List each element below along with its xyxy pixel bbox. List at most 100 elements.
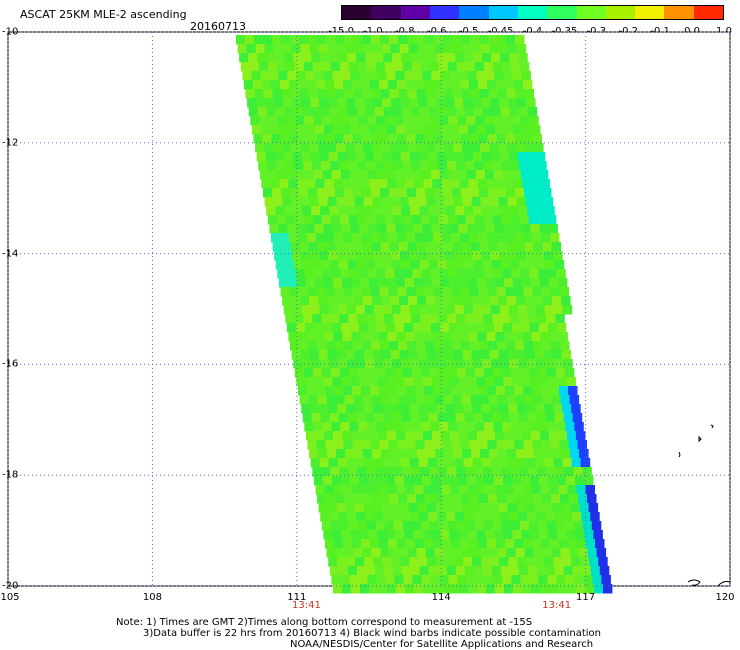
swath-cell bbox=[359, 377, 369, 387]
swath-cell bbox=[467, 377, 477, 387]
swath-cell bbox=[476, 278, 487, 288]
swath-cell bbox=[483, 215, 494, 225]
swath-cell bbox=[505, 539, 515, 549]
swath-cell bbox=[376, 170, 387, 180]
swath-cell bbox=[335, 35, 345, 45]
swath-cell bbox=[434, 548, 445, 558]
swath-cell bbox=[412, 269, 422, 279]
swath-cell bbox=[331, 476, 342, 486]
swath-cell bbox=[505, 440, 515, 450]
swath-cell bbox=[394, 269, 404, 279]
swath-cell bbox=[276, 215, 287, 225]
swath-cell bbox=[370, 539, 380, 549]
swath-cell bbox=[430, 170, 441, 180]
swath-cell bbox=[467, 71, 477, 81]
swath-cell bbox=[433, 539, 443, 549]
swath-cell bbox=[352, 386, 362, 396]
swath-cell bbox=[429, 62, 440, 72]
swath-cell bbox=[422, 584, 433, 594]
swath-cell bbox=[538, 476, 549, 486]
swath-cell bbox=[513, 80, 524, 90]
swath-cell bbox=[461, 89, 471, 99]
swath-cell bbox=[388, 539, 398, 549]
swath-cell bbox=[339, 62, 350, 72]
swath-cell bbox=[359, 71, 369, 81]
swath-cell bbox=[506, 242, 517, 252]
swath-cell bbox=[447, 161, 457, 171]
swath-cell bbox=[502, 422, 512, 432]
swath-cell bbox=[455, 107, 466, 117]
swath-cell bbox=[561, 449, 571, 459]
swath-cell bbox=[452, 89, 462, 99]
swath-cell bbox=[369, 332, 379, 342]
swath-cell bbox=[428, 260, 439, 270]
swath-cell bbox=[399, 449, 409, 459]
swath-cell bbox=[319, 152, 330, 162]
swath-cell bbox=[330, 467, 340, 477]
swath-cell bbox=[537, 368, 548, 378]
swath-cell bbox=[421, 269, 431, 279]
swath-cell bbox=[542, 242, 553, 252]
swath-cell bbox=[292, 305, 303, 315]
swath-cell bbox=[464, 413, 475, 423]
swath-cell bbox=[429, 467, 439, 477]
swath-cell bbox=[346, 251, 356, 261]
swath-cell bbox=[482, 107, 493, 117]
swath-cell bbox=[408, 350, 419, 360]
swath-cell bbox=[437, 206, 447, 216]
swath-cell bbox=[526, 251, 536, 261]
swath-cell bbox=[473, 566, 484, 576]
swath-cell bbox=[338, 107, 349, 117]
swath-cell bbox=[464, 260, 475, 270]
swath-cell bbox=[461, 548, 472, 558]
swath-cell bbox=[304, 422, 314, 432]
swath-cell bbox=[459, 332, 469, 342]
swath-cell bbox=[425, 188, 435, 198]
swath-cell bbox=[470, 89, 480, 99]
swath-cell bbox=[403, 422, 413, 432]
swath-cell bbox=[555, 521, 566, 531]
swath-cell bbox=[339, 368, 350, 378]
swath-cell bbox=[321, 368, 332, 378]
swath-cell bbox=[374, 53, 384, 63]
swath-cell bbox=[353, 89, 363, 99]
swath-cell bbox=[530, 224, 540, 234]
swath-cell bbox=[269, 224, 279, 234]
swath-cell bbox=[470, 35, 480, 45]
swath-cell bbox=[575, 431, 586, 441]
swath-cell bbox=[420, 521, 431, 531]
swath-cell bbox=[448, 116, 458, 126]
swath-cell bbox=[339, 467, 349, 477]
swath-cell bbox=[527, 512, 537, 522]
swath-cell bbox=[501, 215, 512, 225]
swath-cell bbox=[523, 386, 533, 396]
swath-cell bbox=[347, 413, 358, 423]
swath-cell bbox=[551, 494, 561, 504]
swath-cell bbox=[388, 233, 398, 243]
swath-cell bbox=[350, 584, 361, 594]
swath-cell bbox=[280, 287, 290, 297]
swath-cell bbox=[335, 548, 346, 558]
swath-cell bbox=[363, 143, 373, 153]
swath-cell bbox=[455, 413, 466, 423]
swath-cell bbox=[285, 215, 296, 225]
swath-cell bbox=[329, 566, 340, 576]
swath-cell bbox=[508, 458, 519, 468]
swath-cell bbox=[546, 215, 557, 225]
swath-cell bbox=[384, 161, 394, 171]
swath-cell bbox=[457, 476, 468, 486]
swath-cell bbox=[514, 386, 524, 396]
swath-cell bbox=[440, 431, 451, 441]
swath-cell bbox=[463, 98, 473, 108]
swath-cell bbox=[470, 242, 481, 252]
swath-cell bbox=[441, 485, 451, 495]
swath-cell bbox=[463, 305, 474, 315]
swath-cell bbox=[356, 107, 367, 117]
swath-cell bbox=[334, 440, 344, 450]
swath-cell bbox=[340, 476, 351, 486]
swath-cell bbox=[454, 458, 465, 468]
swath-cell bbox=[360, 485, 370, 495]
swath-cell bbox=[560, 494, 570, 504]
swath-cell bbox=[506, 89, 516, 99]
swath-cell bbox=[525, 296, 535, 306]
